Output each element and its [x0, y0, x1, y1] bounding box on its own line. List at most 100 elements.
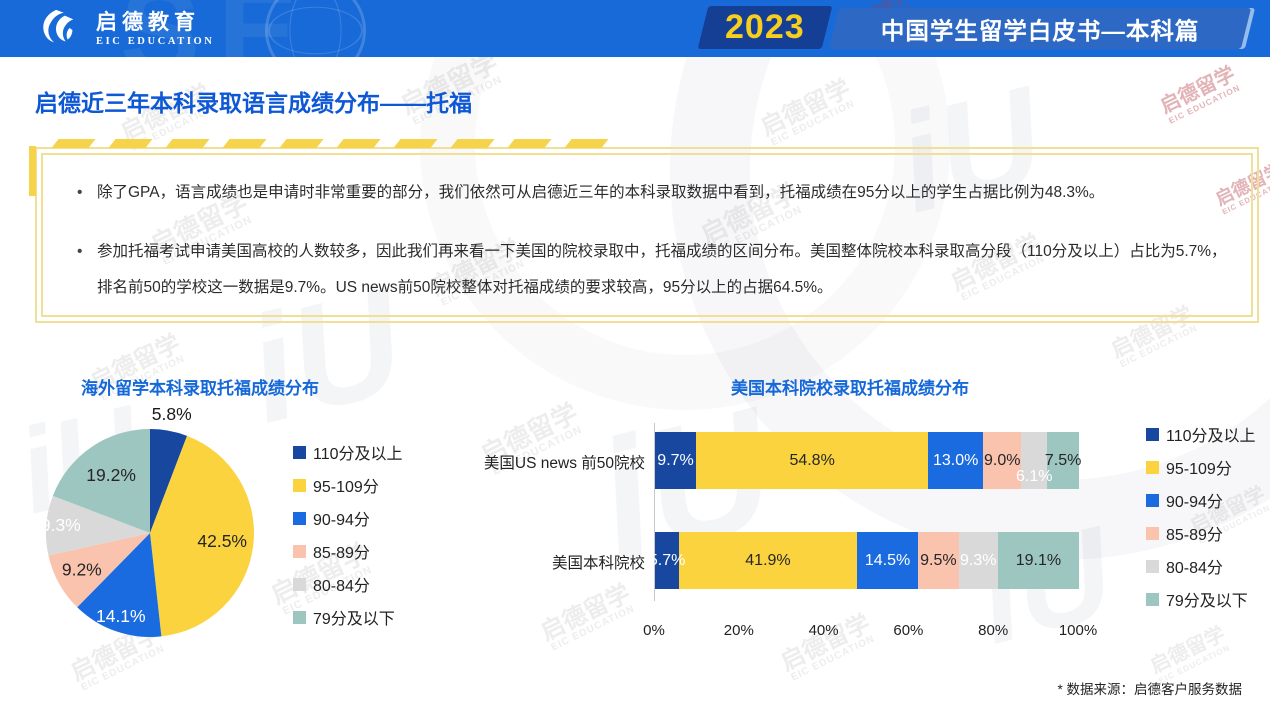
bar-chart-x-axis: 0% 20% 40% 60% 80% 100% [643, 622, 1097, 642]
legend-label: 79分及以下 [1166, 593, 1248, 610]
legend-label: 90-94分 [1166, 494, 1223, 511]
x-axis-tick-label: 80% [978, 622, 1009, 639]
legend-label: 80-84分 [313, 578, 370, 595]
x-axis-tick-label: 60% [893, 622, 924, 639]
callout-box: 除了GPA，语言成绩也是申请时非常重要的部分，我们依然可从启德近三年的本科录取数… [35, 147, 1259, 323]
brand-name-cn: 启德教育 [96, 11, 200, 35]
year-badge: 2023 [697, 6, 833, 49]
pie-legend: 110分及以上 95-109分 90-94分 85-89分 80-84分 79分及以下 [293, 442, 403, 640]
legend-item-79分及以下: 79分及以下 [293, 607, 403, 628]
bar-value-label: 41.9% [745, 551, 791, 569]
bar-segment-95-109分: 54.8% [696, 432, 929, 489]
legend-swatch [1146, 592, 1159, 606]
bar-segment-85-89分: 9.5% [918, 532, 959, 589]
legend-swatch [293, 511, 306, 525]
callout-bullet-list: 除了GPA，语言成绩也是申请时非常重要的部分，我们依然可从启德近三年的本科录取数… [37, 149, 1257, 306]
pie-value-label: 9.2% [62, 560, 102, 580]
pie-chart: 5.8% 42.5% 14.1% 9.2% 9.3% 19.2% [41, 404, 254, 637]
legend-swatch [1146, 493, 1159, 507]
bar-segment-90-94分: 14.5% [856, 532, 919, 589]
bar-segment-80-84分: 6.1% [1016, 432, 1053, 489]
text-watermark: 启德留学 EIC EDUCATION [756, 74, 857, 149]
bar-segment-80-84分: 9.3% [958, 532, 998, 589]
legend-label: 85-89分 [1166, 527, 1223, 544]
pie-slice-85-89分 [48, 533, 150, 608]
legend-swatch [293, 544, 306, 558]
bar-row-美国本科院校: 5.7% 41.9% 14.5% 9.5% 9.3% 19.1% [649, 532, 1079, 589]
legend-swatch [293, 478, 306, 492]
bar-value-label: 9.7% [657, 451, 694, 469]
legend-item-79分及以下: 79分及以下 [1146, 589, 1256, 610]
bar-value-label: 9.5% [920, 551, 957, 569]
pie-value-label: 5.8% [152, 404, 192, 424]
eic-logo-icon [43, 9, 74, 43]
callout-dashed-accent [51, 139, 609, 148]
bar-chart-title: 美国本科院校录取托福成绩分布 [731, 379, 969, 398]
legend-item-80-84分: 80-84分 [293, 574, 403, 595]
bar-legend: 110分及以上 95-109分 90-94分 85-89分 80-84分 79分及以下 [1146, 424, 1256, 622]
x-axis-tick-label: 0% [643, 622, 665, 639]
legend-label: 110分及以上 [1166, 428, 1256, 445]
legend-label: 110分及以上 [313, 446, 403, 463]
brand-name-en: EIC EDUCATION [96, 35, 215, 47]
bar-value-label: 19.1% [1015, 551, 1062, 569]
legend-swatch [293, 445, 306, 459]
dash-segment [222, 139, 267, 148]
bar-chart-plot-area: 9.7% 54.8% 13.0% 9.0% 6.1% 7.5% 5.7% 41.9% 14.5%… [649, 423, 1082, 601]
legend-label: 95-109分 [313, 479, 379, 496]
pie-slice-90-94分 [77, 533, 162, 637]
bar-value-label: 14.5% [864, 551, 911, 569]
legend-swatch [293, 610, 306, 624]
dash-segment [507, 139, 552, 148]
pie-value-label: 14.1% [96, 606, 146, 626]
callout-corner-bracket [29, 146, 36, 196]
bar-value-label: 9.3% [960, 551, 997, 569]
bar-value-label: 7.5% [1044, 451, 1082, 469]
bar-value-label: 13.0% [933, 451, 979, 469]
dash-segment [108, 139, 153, 148]
eic-logo: 启德教育 EIC EDUCATION [36, 6, 215, 52]
bar-segment-79分及以下: 7.5% [1044, 432, 1082, 489]
pie-slice-80-84分 [45, 495, 150, 556]
legend-label: 80-84分 [1166, 560, 1223, 577]
pie-value-label: 19.2% [86, 465, 136, 485]
pie-slice-79分及以下 [52, 429, 150, 533]
legend-item-95-109分: 95-109分 [1146, 457, 1256, 478]
legend-item-95-109分: 95-109分 [293, 475, 403, 496]
legend-item-85-89分: 85-89分 [1146, 523, 1256, 544]
text-watermark: 启德留学 EIC EDUCATION [536, 579, 637, 654]
callout-box-inner-border [41, 153, 1253, 317]
report-title-text: 中国学生留学白皮书—本科篇 [880, 17, 1200, 44]
bar-row-美国US news 前50院校: 9.7% 54.8% 13.0% 9.0% 6.1% 7.5% [655, 432, 1082, 489]
bar-value-label: 5.7% [648, 551, 686, 569]
legend-item-80-84分: 80-84分 [1146, 556, 1256, 577]
legend-label: 85-89分 [313, 545, 370, 562]
legend-item-85-89分: 85-89分 [293, 541, 403, 562]
x-axis-tick-label: 40% [808, 622, 839, 639]
report-title-badge: 中国学生留学白皮书—本科篇 [828, 8, 1252, 49]
x-axis-tick-label: 20% [723, 622, 754, 639]
text-watermark: 启德留学 EIC EDUCATION [1147, 623, 1232, 686]
data-source-footnote: * 数据来源：启德客户服务数据 [1057, 682, 1242, 697]
bar-segment-90-94分: 13.0% [928, 432, 984, 489]
dash-segment [165, 139, 210, 148]
bar-segment-85-89分: 9.0% [983, 432, 1022, 489]
legend-item-110分及以上: 110分及以上 [1146, 424, 1256, 445]
bar-segment-95-109分: 41.9% [679, 532, 857, 589]
legend-swatch [1146, 559, 1159, 573]
bar-category-label: 美国本科院校 [551, 555, 645, 572]
legend-label: 95-109分 [1166, 461, 1232, 478]
bar-value-label: 54.8% [789, 451, 835, 469]
dash-segment [336, 139, 381, 148]
globe-icon [265, 0, 366, 57]
legend-label: 79分及以下 [313, 611, 395, 628]
bar-category-label: 美国US news 前50院校 [483, 455, 645, 472]
dash-segment [450, 139, 495, 148]
dash-segment [279, 139, 324, 148]
legend-swatch [293, 577, 306, 591]
bar-segment-110分及以上: 9.7% [655, 432, 697, 489]
dash-segment [393, 139, 438, 148]
callout-bullet-2: 参加托福考试申请美国高校的人数较多，因此我们再来看一下美国的院校录取中，托福成绩… [67, 234, 1227, 306]
legend-label: 90-94分 [313, 512, 370, 529]
